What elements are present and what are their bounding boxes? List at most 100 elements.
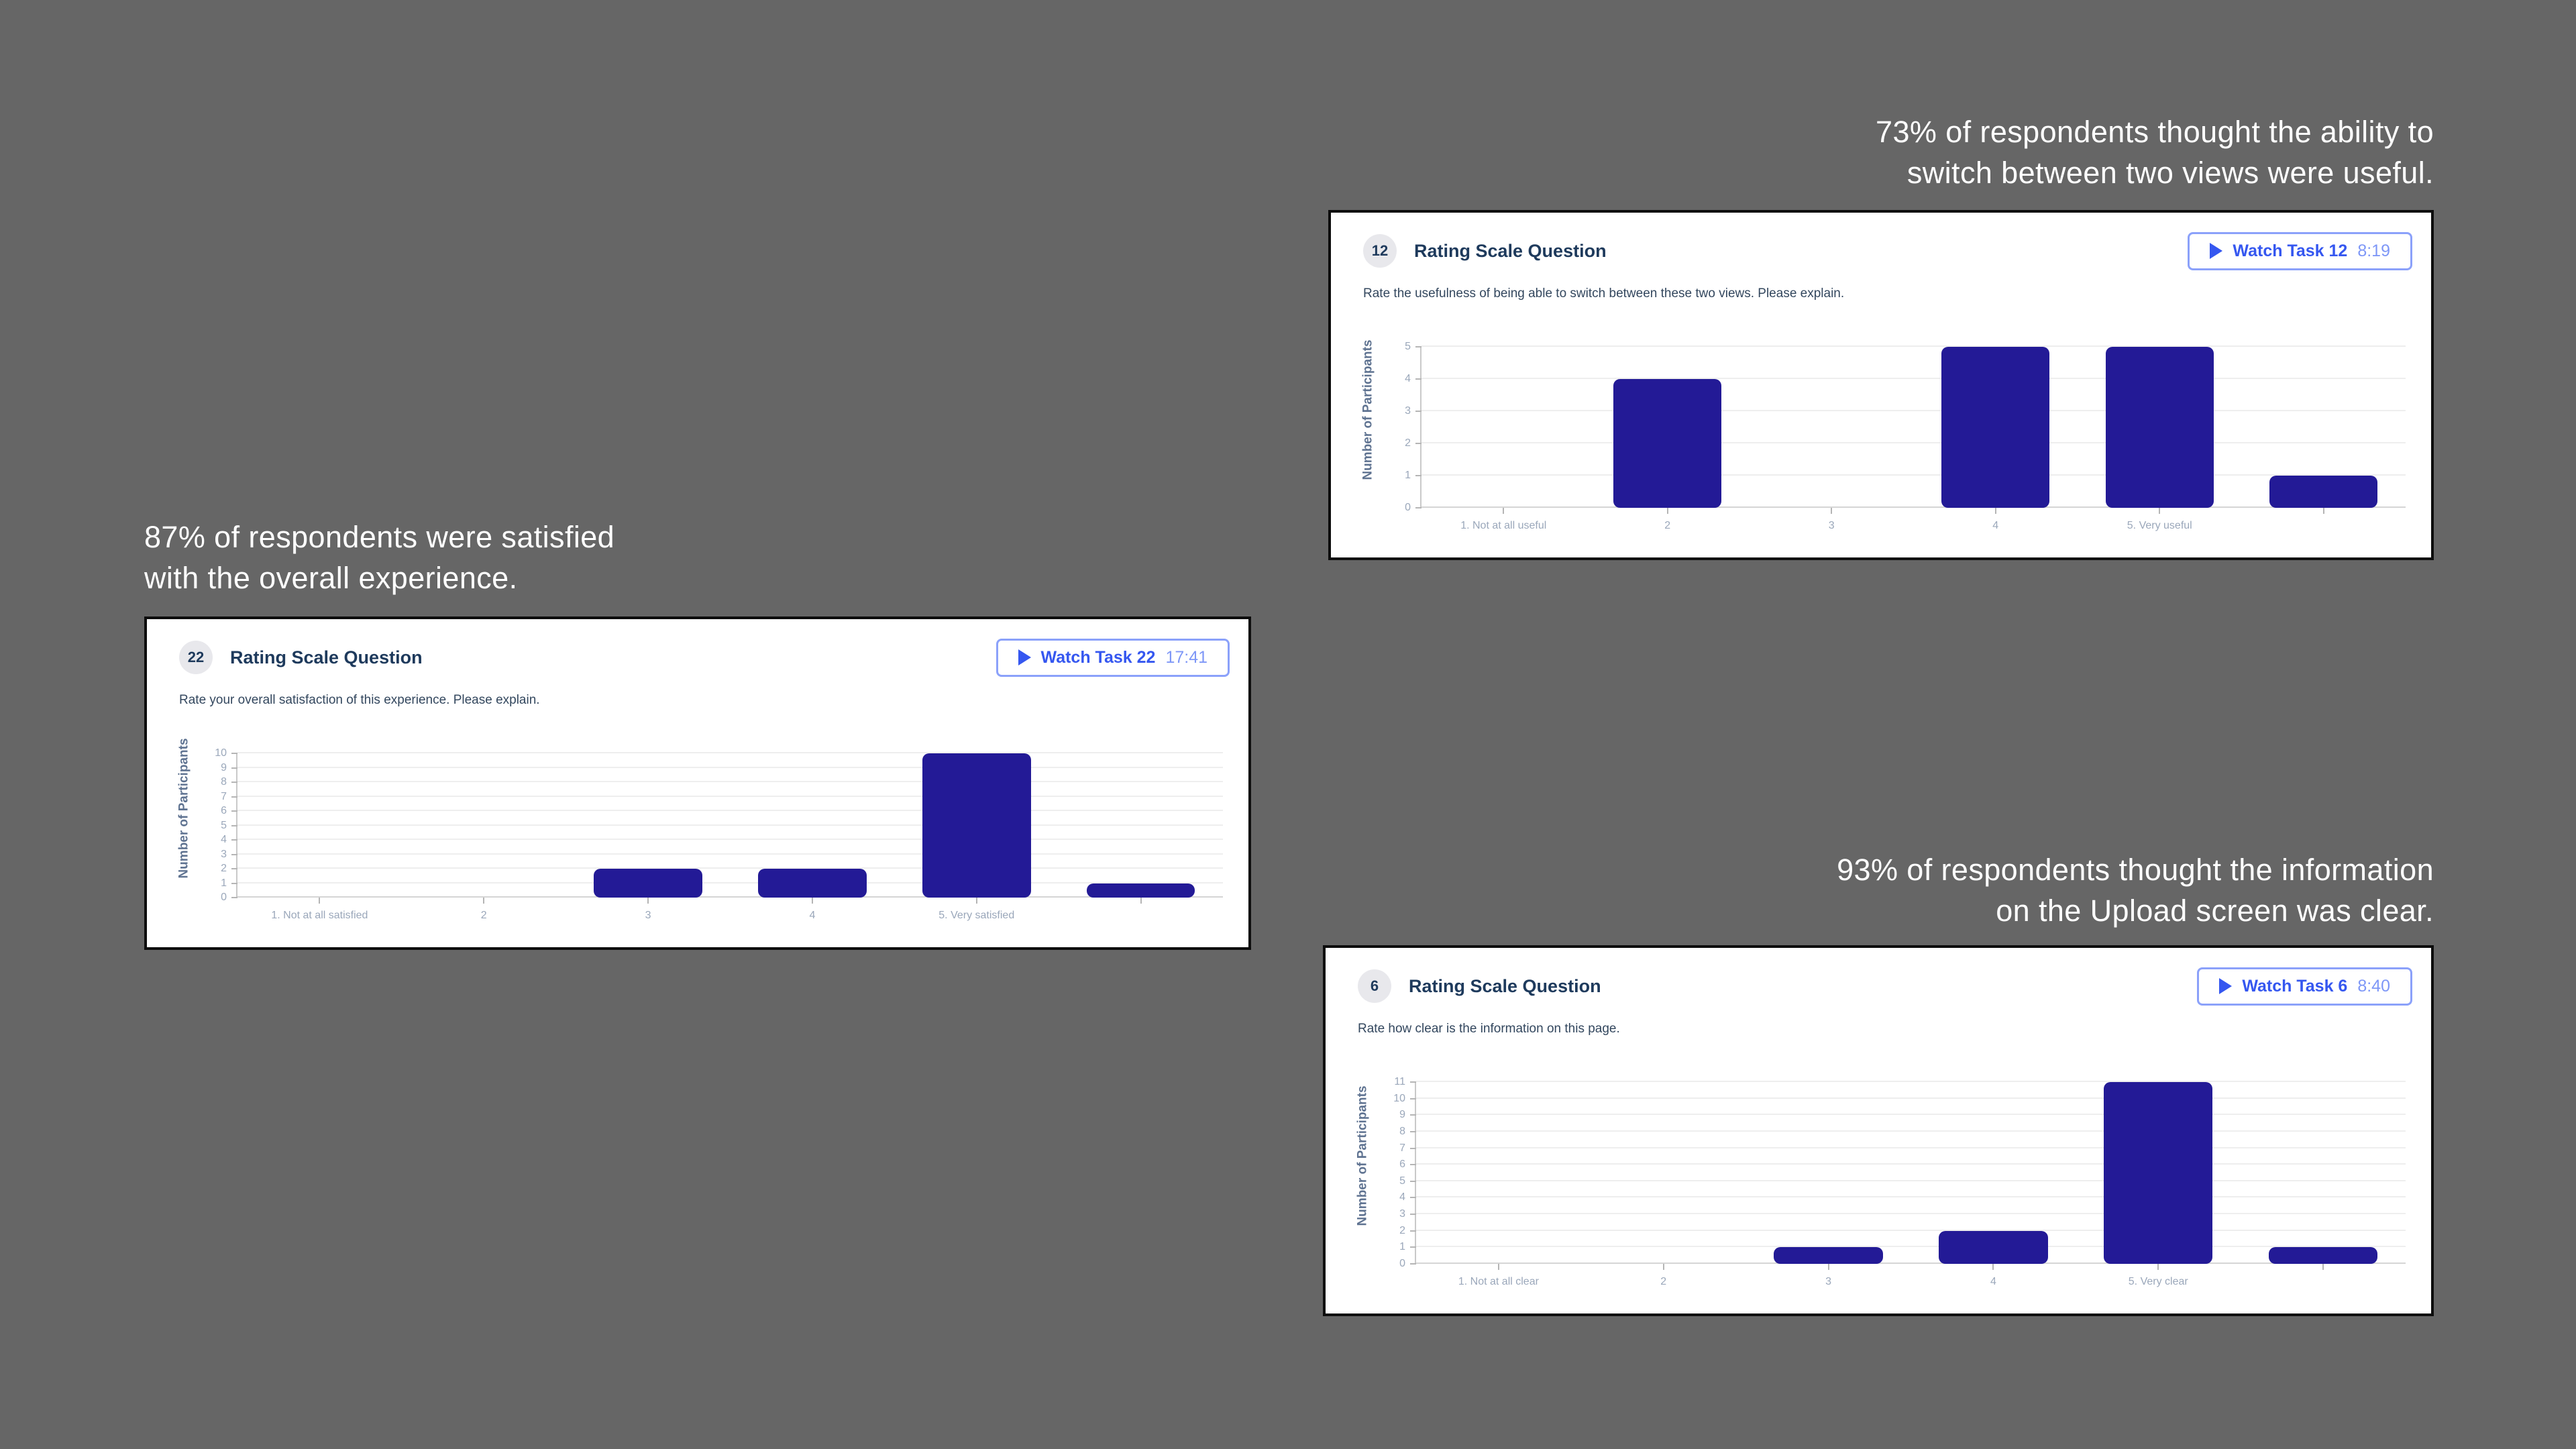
y-tick-label: 1 — [1405, 470, 1411, 481]
y-tick-mark — [231, 853, 237, 855]
stat-headline-upload-clarity: 93% of respondents thought the informati… — [1837, 849, 2434, 931]
watch-task-button[interactable]: Watch Task 6 8:40 — [2197, 967, 2412, 1006]
bar-chart: Number of Participants 0 1 2 3 4 5 6 7 8 9 10 1. Not… — [177, 718, 1227, 939]
chart-plot-area: 0 1 2 3 4 5 6 7 8 9 10 11 1. Not at all clear 2 3 4 5. V… — [1393, 1076, 2406, 1287]
gridline — [1416, 1081, 2406, 1082]
x-tick-mark — [811, 898, 813, 904]
gridline — [1416, 1263, 2406, 1264]
y-tick-mark — [231, 839, 237, 841]
y-tick-mark — [1415, 475, 1421, 476]
bar — [1939, 1230, 2048, 1264]
y-axis-title-text: Number of Participants — [1361, 339, 1376, 480]
watch-task-button[interactable]: Watch Task 22 17:41 — [996, 638, 1230, 677]
x-tick-label: 1. Not at all clear — [1458, 1276, 1539, 1287]
y-tick-label: 10 — [1393, 1092, 1405, 1104]
x-tick-label: 3 — [645, 910, 651, 921]
x-tick-label: 5. Very satisfied — [938, 910, 1015, 921]
y-axis-title: Number of Participants — [177, 718, 192, 898]
x-tick-label: 2 — [480, 910, 487, 921]
question-number-badge: 22 — [179, 641, 213, 674]
gridline — [1416, 1213, 2406, 1215]
gridline — [1416, 1246, 2406, 1248]
play-icon — [2210, 243, 2223, 259]
gridline — [1421, 410, 2406, 411]
x-tick-label: 2 — [1664, 520, 1671, 531]
y-tick-mark — [231, 796, 237, 798]
y-tick-mark — [1410, 1180, 1416, 1182]
bar-chart: Number of Participants 0 1 2 3 4 5 6 7 8 9 10 11 1. N… — [1356, 1047, 2410, 1305]
card-header: 22 Rating Scale Question Watch Task 22 1… — [179, 638, 1230, 677]
bar — [2268, 1247, 2378, 1264]
gridline — [1421, 506, 2406, 508]
bar — [1086, 883, 1195, 898]
y-tick-mark — [231, 753, 237, 754]
gridline — [1421, 474, 2406, 476]
y-tick-mark — [1410, 1114, 1416, 1116]
x-tick-mark — [2322, 508, 2324, 514]
y-tick-mark — [231, 824, 237, 826]
x-tick-label: 1. Not at all satisfied — [271, 910, 368, 921]
gridline — [1416, 1229, 2406, 1231]
stat-headline-switch-views: 73% of respondents thought the ability t… — [1876, 111, 2434, 193]
gridline — [1416, 1114, 2406, 1116]
x-tick-label: 5. Very clear — [2128, 1276, 2188, 1287]
bar — [2269, 476, 2378, 508]
y-tick-label: 5 — [1399, 1175, 1405, 1187]
y-axis-title: Number of Participants — [1361, 312, 1376, 508]
gridline — [237, 752, 1223, 753]
stat-headline-line: on the Upload screen was clear. — [1996, 894, 2434, 928]
x-tick-label: 3 — [1825, 1276, 1832, 1287]
y-tick-mark — [231, 897, 237, 898]
question-number-badge: 6 — [1358, 969, 1391, 1003]
watch-task-button[interactable]: Watch Task 12 8:19 — [2188, 231, 2412, 270]
x-tick-mark — [1497, 1264, 1499, 1270]
bar — [758, 869, 867, 898]
x-tick-mark — [1827, 1264, 1829, 1270]
x-tick-label: 3 — [1828, 520, 1835, 531]
y-tick-mark — [1415, 411, 1421, 412]
x-tick-mark — [2159, 508, 2161, 514]
gridline — [1416, 1163, 2406, 1165]
y-tick-label: 11 — [1394, 1076, 1405, 1087]
y-tick-mark — [231, 810, 237, 812]
question-card-task-22: 22 Rating Scale Question Watch Task 22 1… — [144, 616, 1251, 950]
y-tick-mark — [1415, 378, 1421, 380]
y-tick-label: 0 — [221, 892, 227, 903]
chart-plot-area: 0 1 2 3 4 5 6 7 8 9 10 1. Not at all satisfied 2 3 4 5.… — [215, 747, 1223, 921]
stat-headline-line: 87% of respondents were satisfied — [144, 520, 615, 554]
y-tick-mark — [231, 767, 237, 769]
chart-plot-area: 0 1 2 3 4 5 1. Not at all useful 2 3 4 5. Very use… — [1405, 341, 2406, 531]
bar — [1941, 347, 2050, 508]
x-tick-label: 5. Very useful — [2127, 520, 2192, 531]
bar — [1774, 1247, 1883, 1264]
gridline — [237, 896, 1223, 898]
question-card-task-6: 6 Rating Scale Question Watch Task 6 8:4… — [1323, 945, 2434, 1316]
y-tick-mark — [1410, 1246, 1416, 1248]
y-tick-label: 6 — [221, 805, 227, 816]
gridline — [1421, 345, 2406, 347]
watch-task-label: Watch Task 6 — [2242, 976, 2348, 996]
x-tick-mark — [2322, 1264, 2324, 1270]
question-text: Rate the usefulness of being able to swi… — [1363, 286, 1845, 301]
question-card-task-12: 12 Rating Scale Question Watch Task 12 8… — [1328, 210, 2434, 560]
y-tick-label: 7 — [1399, 1142, 1405, 1154]
stat-headline-line: 73% of respondents thought the ability t… — [1876, 115, 2434, 149]
gridline — [237, 853, 1223, 855]
x-tick-mark — [1994, 508, 1996, 514]
gridline — [237, 795, 1223, 797]
gridline — [1416, 1130, 2406, 1132]
x-tick-mark — [483, 898, 485, 904]
question-text: Rate your overall satisfaction of this e… — [179, 693, 540, 707]
x-tick-mark — [1503, 508, 1505, 514]
gridline — [237, 766, 1223, 768]
gridline — [1416, 1196, 2406, 1198]
bar — [2104, 1082, 2213, 1264]
watch-task-time: 17:41 — [1165, 647, 1208, 667]
bar-chart: Number of Participants 0 1 2 3 4 5 1. Not at al… — [1361, 312, 2410, 549]
stat-headline-satisfaction: 87% of respondents were satisfied with t… — [144, 517, 614, 598]
y-tick-label: 9 — [221, 761, 227, 773]
x-tick-label: 4 — [809, 910, 816, 921]
y-tick-label: 2 — [221, 863, 227, 874]
x-tick-label: 2 — [1660, 1276, 1667, 1287]
